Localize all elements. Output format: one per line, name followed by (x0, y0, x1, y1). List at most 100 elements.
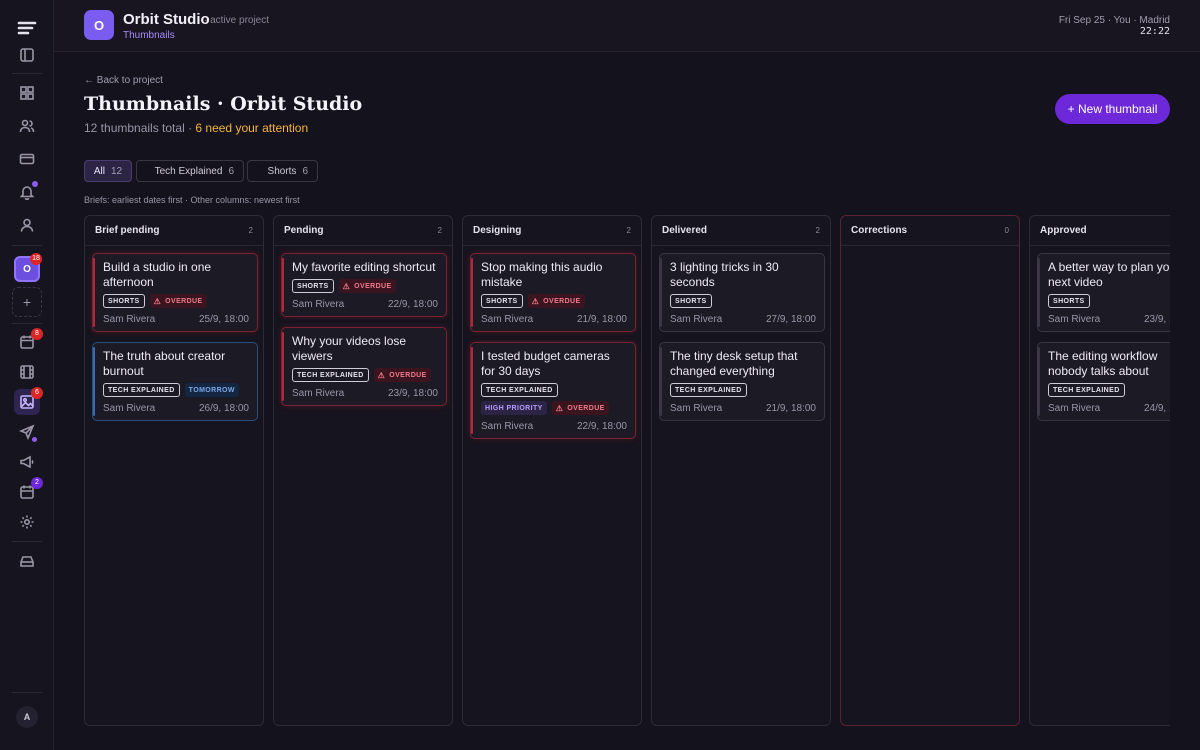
filter-shorts[interactable]: Shorts 6 (247, 160, 318, 182)
card-date: 23/9, 18:00 (1143, 314, 1170, 325)
sort-note: Briefs: earliest dates first · Other col… (84, 195, 300, 205)
campaigns-icon[interactable] (18, 453, 36, 471)
card-owner: Sam Rivera (292, 388, 345, 399)
column-delivered: Delivered 2 3 lighting tricks in 30 secon… (651, 215, 831, 726)
card-owner: Sam Rivera (292, 299, 345, 310)
card-owner: Sam Rivera (481, 421, 534, 432)
column-approved: Approved2 A better way to plan your next… (1029, 215, 1170, 726)
sidebar-divider (12, 692, 42, 693)
card-owner: Sam Rivera (103, 314, 156, 325)
channel-tag: TECH EXPLAINED (292, 368, 369, 382)
card-date: 27/9, 18:00 (765, 314, 816, 325)
project-avatar: O (84, 10, 114, 40)
card-date: 22/9, 18:00 (576, 421, 627, 432)
card-owner: Sam Rivera (670, 403, 723, 414)
storage-icon[interactable] (18, 552, 36, 570)
attention-count[interactable]: 6 need your attention (195, 121, 309, 135)
card-date: 22/9, 18:00 (387, 299, 438, 310)
back-link[interactable]: ← Back to project (84, 75, 163, 86)
notifications-icon[interactable] (18, 183, 36, 201)
column-title: Designing (473, 225, 522, 236)
column-pending: Pending 2 My favorite editing shortcut SH… (273, 215, 453, 726)
column-header: Approved2 (1030, 216, 1170, 246)
warning-icon: ⚠ (555, 403, 564, 413)
add-project-button[interactable]: + (12, 287, 42, 317)
thumbnail-card[interactable]: 3 lighting tricks in 30 seconds SHORTS S… (659, 253, 825, 332)
column-count: 2 (437, 226, 442, 235)
flag-label: OVERDUE (543, 297, 581, 305)
settings-icon[interactable] (18, 513, 36, 531)
column-header: Delivered 2 (652, 216, 830, 246)
billing-icon[interactable] (18, 150, 36, 168)
thumbnail-card[interactable]: Why your videos lose viewers TECH EXPLAI… (281, 327, 447, 406)
channel-tag: TECH EXPLAINED (481, 383, 558, 397)
card-owner: Sam Rivera (1048, 403, 1101, 414)
flag-label: OVERDUE (567, 404, 605, 412)
channel-tag: TECH EXPLAINED (1048, 383, 1125, 397)
channel-tag: SHORTS (481, 294, 523, 308)
column-title: Approved (1040, 225, 1087, 236)
card-title: The editing workflow nobody talks about (1048, 349, 1158, 378)
user-avatar[interactable]: A (16, 706, 38, 728)
thumbnail-card[interactable]: I tested budget cameras for 30 days TECH… (470, 342, 636, 439)
card-title: The truth about creator burnout (103, 349, 226, 378)
channel-tag: TECH EXPLAINED (103, 383, 180, 397)
project-badge: 18 (30, 253, 42, 265)
team-icon[interactable] (18, 117, 36, 135)
inbox-badge: 2 (31, 477, 43, 489)
filter-tech-explained[interactable]: Tech Explained 6 (136, 160, 244, 182)
dashboard-icon[interactable] (18, 84, 36, 102)
notifications-dot (32, 181, 38, 187)
column-header: Designing 2 (463, 216, 641, 246)
thumbnail-card[interactable]: Build a studio in one afternoon SHORTS ⚠ O… (92, 253, 258, 332)
card-owner: Sam Rivera (1048, 314, 1101, 325)
channel-tag: SHORTS (670, 294, 712, 308)
card-owner: Sam Rivera (103, 403, 156, 414)
thumbnails-icon[interactable] (18, 393, 36, 411)
card-date: 21/9, 18:00 (765, 403, 816, 414)
page-subtitle: 12 thumbnails total · 6 need your attent… (84, 121, 308, 135)
calendar-icon[interactable] (18, 333, 36, 351)
card-date: 24/9, 18:00 (1143, 403, 1170, 414)
flag-label: OVERDUE (389, 371, 427, 379)
warning-icon: ⚠ (342, 281, 351, 291)
breadcrumb[interactable]: Thumbnails (123, 30, 175, 41)
card-date: 25/9, 18:00 (198, 314, 249, 325)
card-title: 3 lighting tricks in 30 seconds (670, 260, 779, 289)
overdue-flag: ⚠ OVERDUE (149, 294, 207, 308)
profile-icon[interactable] (18, 216, 36, 234)
thumbnail-card[interactable]: Stop making this audio mistake SHORTS ⚠ OV… (470, 253, 636, 332)
column-title: Pending (284, 225, 324, 236)
filter-count: 6 (228, 165, 234, 177)
card-title: Why your videos lose viewers (292, 334, 407, 363)
tomorrow-flag: TOMORROW (184, 383, 239, 397)
videos-icon[interactable] (18, 363, 36, 381)
publish-dot (32, 437, 37, 442)
column-corrections: Corrections 0 (840, 215, 1020, 726)
thumbnail-card[interactable]: The tiny desk setup that changed everyth… (659, 342, 825, 421)
card-owner: Sam Rivera (481, 314, 534, 325)
thumbnail-card[interactable]: The editing workflow nobody talks about … (1037, 342, 1170, 421)
thumbnail-card[interactable]: The truth about creator burnout TECH EXP… (92, 342, 258, 421)
thumbnail-card[interactable]: A better way to plan your next video SHO… (1037, 253, 1170, 332)
project-initial: O (23, 263, 31, 275)
filter-label: Tech Explained (154, 165, 223, 177)
channel-tag: SHORTS (292, 279, 334, 293)
inbox-icon[interactable] (18, 483, 36, 501)
column-count: 2 (248, 226, 253, 235)
top-bar: O Orbit Studio · active project Thumbnai… (54, 0, 1200, 52)
total-count: 12 thumbnails total · (84, 121, 196, 135)
column-count: 2 (815, 226, 820, 235)
publish-icon[interactable] (18, 423, 36, 441)
new-thumbnail-button[interactable]: + New thumbnail (1055, 94, 1170, 124)
project-name: Orbit Studio (123, 11, 210, 28)
column-brief-pending: Brief pending 2 Build a studio in one aft… (84, 215, 264, 726)
channel-tag: SHORTS (103, 294, 145, 308)
filter-all[interactable]: All 12 (84, 160, 132, 182)
app-logo-icon[interactable] (17, 19, 37, 37)
thumbnail-card[interactable]: My favorite editing shortcut SHORTS ⚠ OVER… (281, 253, 447, 317)
column-header: Brief pending 2 (85, 216, 263, 246)
sidebar-toggle-icon[interactable] (18, 46, 36, 64)
kanban-board: Brief pending 2 Build a studio in one aft… (84, 215, 1170, 730)
card-title: The tiny desk setup that changed everyth… (670, 349, 798, 378)
